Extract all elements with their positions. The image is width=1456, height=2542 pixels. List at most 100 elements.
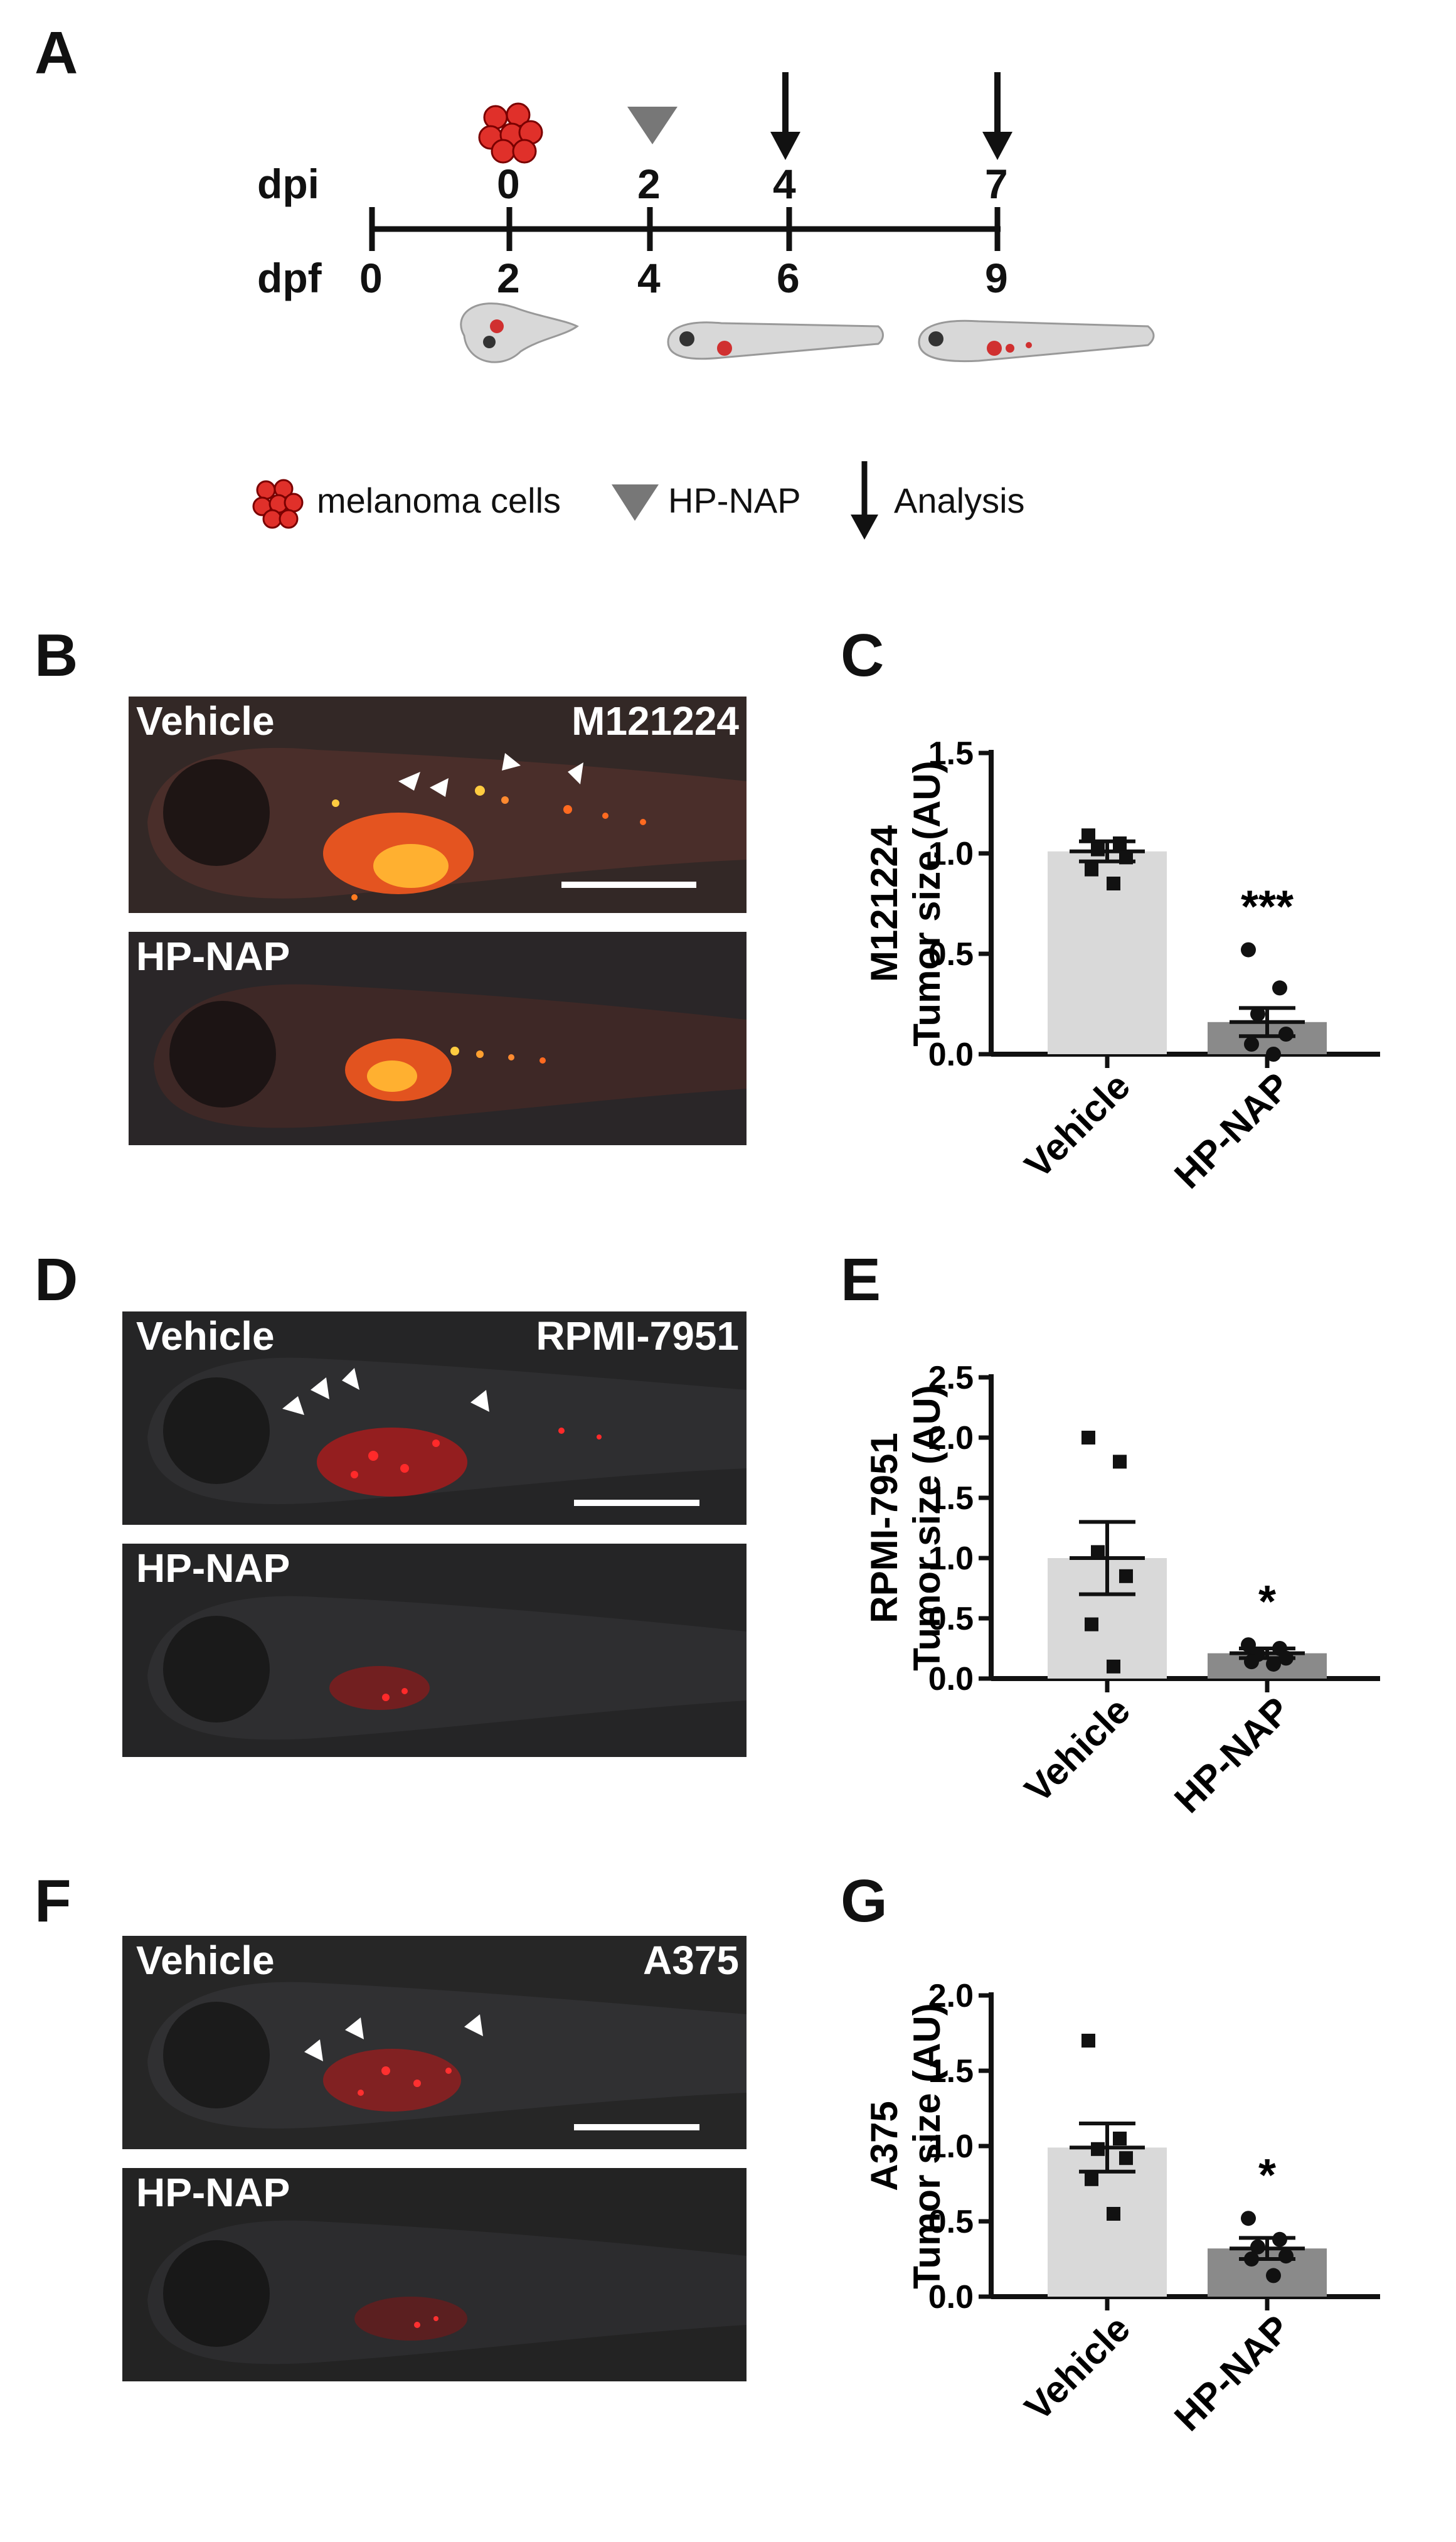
micrograph-b-hpnap: HP-NAP (129, 932, 747, 1145)
dpf-tick: 9 (985, 255, 1008, 301)
data-point (1107, 2207, 1120, 2221)
y-tick-label: 1.0 (928, 1541, 974, 1577)
data-point (1250, 2239, 1265, 2255)
micrograph-b-vehicle: Vehicle M121224 (129, 697, 747, 913)
analysis-arrow-icon (982, 72, 1012, 160)
chart-g: A375 Tumor size (AU)0.0 0.5 1.0 1.5 2.0 Vehicl… (863, 1978, 1380, 2439)
legend-melanoma-label: melanoma cells (317, 481, 561, 520)
chart-e: RPMI-7951 Tumor size (AU)0.0 0.5 1.0 1.5 2.0 2… (863, 1360, 1380, 1821)
data-point (1244, 1654, 1259, 1670)
data-point (1266, 1047, 1281, 1062)
y-tick-label: 2.0 (928, 1420, 974, 1456)
data-point (1278, 1650, 1294, 1666)
significance-label: * (1258, 1577, 1276, 1627)
data-point (1278, 1027, 1294, 1042)
y-tick-label: 0.5 (928, 2204, 974, 2240)
data-point (1272, 980, 1287, 996)
y-tick-label: 1.0 (928, 2128, 974, 2165)
micrograph-d-vehicle: Vehicle RPMI-7951 (122, 1311, 747, 1525)
micrograph-cell-line-label: RPMI-7951 (536, 1313, 739, 1359)
y-tick-label: 0.0 (928, 1661, 974, 1697)
micrograph-condition-label: HP-NAP (136, 934, 290, 979)
larva-9dpf-icon (918, 319, 1155, 363)
x-category-label: HP-NAP (1166, 1065, 1298, 1197)
data-point (1241, 2211, 1256, 2226)
data-point (1119, 850, 1133, 865)
data-point (1091, 842, 1105, 857)
dpi-tick: 7 (985, 161, 1008, 207)
y-tick-label: 1.5 (928, 1480, 974, 1517)
dpf-tick: 2 (497, 255, 520, 301)
y-tick-label: 0.0 (928, 1037, 974, 1073)
larva-6dpf-icon (667, 321, 884, 360)
data-point (1278, 2248, 1294, 2264)
x-category-label: HP-NAP (1166, 1689, 1298, 1821)
legend-melanoma-icon (252, 479, 304, 529)
dpi-tick: 2 (637, 161, 661, 207)
micrograph-condition-label: Vehicle (136, 698, 275, 744)
dpi-label: dpi (257, 161, 319, 207)
dpi-tick: 0 (497, 161, 520, 207)
data-point (1250, 1007, 1265, 1022)
legend-hpnap-label: HP-NAP (668, 481, 801, 520)
micrograph-f-vehicle: Vehicle A375 (122, 1936, 747, 2149)
x-category-label: Vehicle (1017, 1065, 1139, 1187)
dpf-tick: 6 (777, 255, 800, 301)
panel-letter-e: E (841, 1246, 881, 1313)
data-point (1119, 2151, 1133, 2166)
larva-fluorescence-image (147, 1596, 747, 1740)
data-point (1113, 2132, 1127, 2145)
y-tick-label: 1.0 (928, 836, 974, 872)
x-category-label: Vehicle (1017, 2307, 1139, 2429)
data-point (1085, 1617, 1098, 1631)
data-point (1119, 1569, 1133, 1583)
micrograph-cell-line-label: M121224 (571, 698, 739, 744)
data-point (1107, 877, 1120, 890)
y-axis-label: Tumor size (AU) (906, 761, 948, 1047)
melanoma-cluster-icon (478, 102, 543, 164)
micrograph-d-hpnap: HP-NAP (122, 1544, 747, 1757)
y-tick-label: 1.5 (928, 735, 974, 772)
data-point (1091, 2142, 1105, 2156)
data-point (1091, 1545, 1105, 1559)
y-tick-label: 2.0 (928, 1978, 974, 2014)
y-axis-cell-line-label: M121224 (863, 825, 905, 982)
data-point (1081, 2034, 1095, 2048)
x-category-label: Vehicle (1017, 1689, 1139, 1811)
micrograph-condition-label: HP-NAP (136, 1546, 290, 1591)
panel-letter-a: A (35, 19, 78, 87)
y-tick-label: 2.5 (928, 1360, 974, 1396)
dpi-tick: 4 (773, 161, 796, 207)
larva-2dpf-icon (460, 302, 579, 363)
panel-letter-g: G (841, 1867, 888, 1935)
data-point (1244, 2251, 1259, 2267)
timeline-diagram (252, 72, 1155, 540)
y-axis-label: Tumor size (AU) (906, 2003, 948, 2289)
larva-fluorescence-image (147, 1357, 747, 1506)
larva-fluorescence-image (147, 747, 747, 900)
data-point (1081, 1431, 1095, 1445)
analysis-arrow-icon (770, 72, 800, 160)
significance-label: * (1258, 2150, 1276, 2201)
data-point (1113, 1455, 1127, 1469)
micrograph-condition-label: HP-NAP (136, 2170, 290, 2215)
legend-hpnap-triangle-icon (612, 484, 659, 521)
x-category-label: HP-NAP (1166, 2307, 1298, 2439)
micrograph-cell-line-label: A375 (643, 1938, 739, 1983)
micrograph-condition-label: Vehicle (136, 1938, 275, 1983)
panel-letter-b: B (35, 622, 78, 689)
dpf-tick: 4 (637, 255, 661, 301)
micrograph-f-hpnap: HP-NAP (122, 2168, 747, 2381)
data-point (1113, 836, 1127, 850)
significance-label: *** (1241, 882, 1294, 932)
dpf-tick: 0 (359, 255, 383, 301)
y-axis-label: Tumor size (AU) (906, 1385, 948, 1671)
y-axis-cell-line-label: A375 (863, 2101, 905, 2191)
legend-analysis-label: Analysis (894, 481, 1025, 520)
y-axis-cell-line-label: RPMI-7951 (863, 1433, 905, 1623)
data-point (1241, 942, 1256, 958)
data-point (1085, 862, 1098, 877)
y-tick-label: 0.5 (928, 1601, 974, 1637)
legend-analysis-arrow-icon (851, 461, 878, 540)
data-point (1272, 2231, 1287, 2247)
